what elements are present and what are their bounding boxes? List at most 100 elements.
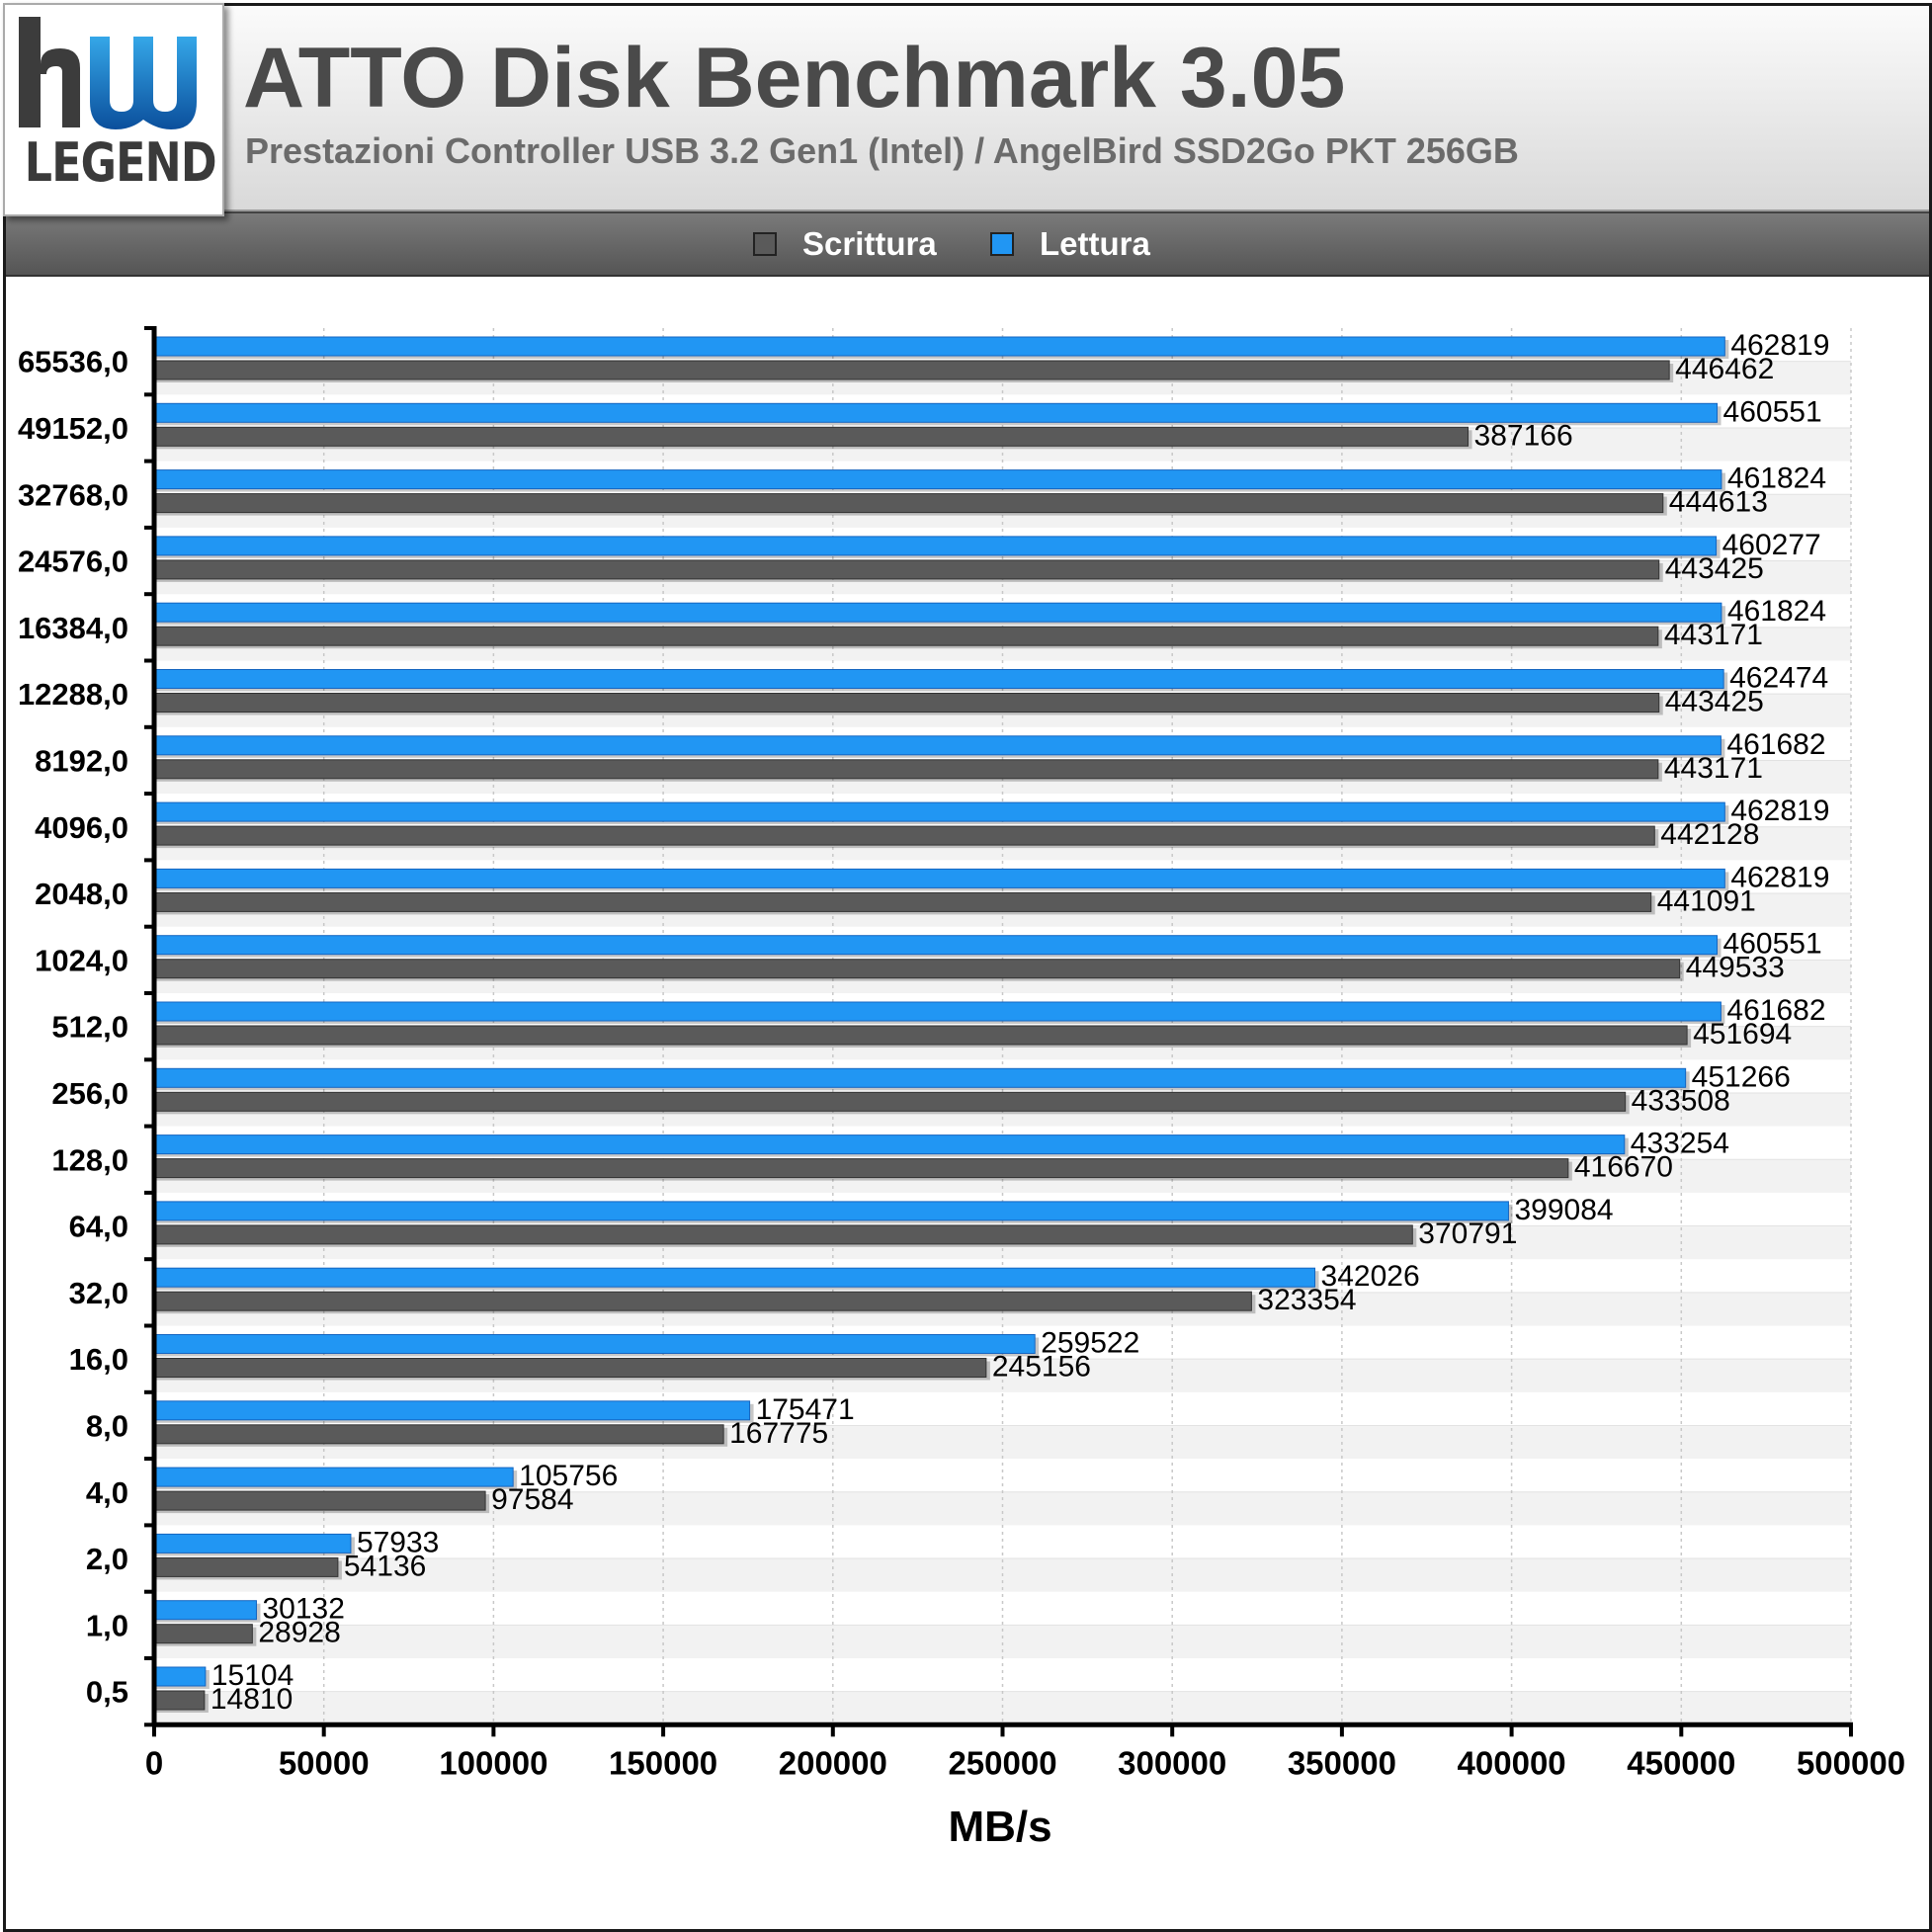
bar-scrittura [153,891,1652,912]
value-label-scrittura: 446462 [1675,353,1774,385]
bar-scrittura [153,1091,1627,1112]
bar-scrittura [153,1291,1252,1311]
bar-lettura [153,1334,1036,1354]
bar-lettura [153,935,1719,956]
bar-lettura [153,1267,1316,1288]
value-label-scrittura: 444613 [1669,486,1768,519]
bar-lettura [153,469,1722,490]
bar-lettura [153,669,1724,689]
bar-scrittura [153,693,1660,713]
y-tick-label: 49152,0 [18,411,128,446]
y-tick-label: 64,0 [69,1210,128,1244]
x-tick-label: 100000 [439,1744,547,1781]
y-tick-label: 256,0 [51,1076,128,1111]
x-tick-label: 450000 [1627,1744,1735,1781]
y-tick-label: 128,0 [51,1142,128,1177]
x-tick-label: 50000 [279,1744,370,1781]
bar-value-labels: 4628194464624605513871664618244446134602… [210,329,1830,1716]
bar-scrittura [153,493,1664,514]
bar-scrittura [153,626,1659,646]
value-label-lettura: 30132 [262,1593,344,1626]
bar-scrittura [153,1224,1413,1245]
y-tick-label: 24576,0 [18,545,128,579]
value-label-lettura: 460551 [1723,395,1822,428]
value-label-scrittura: 323354 [1257,1284,1356,1316]
x-tick-label: 500000 [1797,1744,1905,1781]
value-label-scrittura: 443171 [1664,619,1763,651]
axes [144,326,1853,1737]
legend-label-lettura: Lettura [1040,225,1150,262]
bar-lettura [153,1201,1509,1221]
bar-lettura [153,1134,1626,1155]
value-label-lettura: 462819 [1730,329,1829,362]
value-label-lettura: 57933 [357,1526,439,1558]
value-label-scrittura: 443171 [1664,752,1763,785]
x-axis-label: MB/s [948,1803,1051,1851]
value-label-lettura: 105756 [519,1460,618,1492]
hwlegend-logo: LEGEND [3,3,224,216]
bar-lettura [153,336,1725,357]
y-tick-label: 16384,0 [18,611,128,645]
bar-scrittura [153,1025,1688,1046]
legend-swatch-lettura [990,232,1014,256]
y-tick-label: 65536,0 [18,345,128,379]
bar-lettura [153,735,1722,756]
y-tick-label: 32768,0 [18,477,128,512]
legend-label-scrittura: Scrittura [802,225,937,262]
x-tick-label: 350000 [1288,1744,1396,1781]
x-tick-label: 0 [145,1744,163,1781]
bar-lettura [153,1533,352,1554]
legend-item-lettura: Lettura [990,225,1150,262]
x-tick-label: 400000 [1458,1744,1566,1781]
y-tick-label: 32,0 [69,1276,128,1310]
bar-scrittura [153,1424,724,1445]
value-label-lettura: 451266 [1692,1060,1791,1093]
value-label-lettura: 259522 [1041,1327,1139,1360]
x-tick-label: 250000 [948,1744,1056,1781]
bar-scrittura [153,959,1681,979]
y-tick-label: 8192,0 [35,743,128,778]
bar-scrittura [153,360,1670,380]
y-tick-label: 8,0 [86,1408,128,1443]
value-label-lettura: 399084 [1514,1194,1613,1226]
value-label-lettura: 461682 [1726,728,1825,761]
x-tick-label: 200000 [779,1744,887,1781]
value-label-lettura: 461824 [1727,462,1826,495]
bar-scrittura [153,559,1660,580]
value-label-scrittura: 54136 [344,1550,426,1582]
value-label-scrittura: 245156 [992,1351,1091,1384]
value-label-scrittura: 370791 [1418,1218,1517,1250]
value-label-scrittura: 14810 [210,1683,293,1716]
value-label-lettura: 462474 [1729,662,1828,695]
bar-lettura [153,1400,751,1421]
y-tick-label: 512,0 [51,1010,128,1045]
legend-item-scrittura: Scrittura [753,225,937,262]
y-tick-label: 4096,0 [35,810,128,845]
value-label-lettura: 460551 [1723,928,1822,961]
bar-lettura [153,602,1722,623]
bar-lettura [153,868,1725,888]
tick-labels: 65536,0 49152,0 32768,0 24576,0 16384,0 12288… [18,345,1905,1782]
value-label-lettura: 462819 [1730,861,1829,893]
bar-scrittura [153,1490,486,1511]
y-tick-label: 2048,0 [35,877,128,911]
chart-header: ATTO Disk Benchmark 3.05 Prestazioni Con… [6,6,1929,211]
y-tick-label: 16,0 [69,1342,128,1377]
value-label-lettura: 342026 [1321,1260,1420,1293]
x-tick-label: 150000 [609,1744,717,1781]
value-label-lettura: 433254 [1631,1128,1729,1160]
bar-scrittura [153,1556,339,1577]
value-label-scrittura: 167775 [729,1417,828,1450]
chart-title: ATTO Disk Benchmark 3.05 [243,31,1346,126]
bar-lettura [153,1666,207,1687]
value-label-scrittura: 433508 [1632,1084,1730,1117]
value-label-lettura: 461824 [1727,595,1826,628]
bar-lettura [153,1600,257,1621]
y-tick-label: 2,0 [86,1542,128,1576]
bar-scrittura [153,1358,987,1378]
bar-lettura [153,1467,514,1487]
hw-logo-mark-icon [19,17,197,129]
y-tick-label: 0,5 [86,1675,128,1710]
y-tick-label: 1024,0 [35,943,128,977]
